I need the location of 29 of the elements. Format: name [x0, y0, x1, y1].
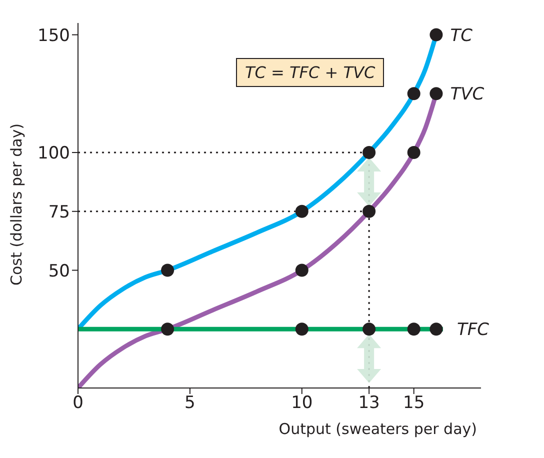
x-tick-label: 0 [72, 393, 84, 414]
point [407, 146, 420, 160]
point [430, 28, 443, 42]
y-axis-title: Cost (dollars per day) [7, 123, 26, 286]
x-tick-label: 15 [403, 393, 425, 414]
x-tick-label: 10 [291, 393, 313, 414]
annotation: TC = TFC + TVC [236, 58, 384, 87]
point [295, 204, 308, 218]
point [161, 264, 174, 277]
x-tick-label: 13 [358, 393, 380, 414]
point [362, 204, 376, 218]
point [407, 87, 420, 100]
point [295, 322, 308, 336]
y-tick-label: 50 [48, 261, 70, 282]
x-tick-label: 5 [184, 393, 196, 414]
point [430, 87, 443, 100]
y-tick-label: 150 [38, 26, 70, 46]
point [407, 322, 420, 336]
series-label: TFC [456, 320, 490, 340]
point [430, 322, 443, 336]
point [362, 322, 376, 336]
point [161, 322, 174, 336]
x-axis-title: Output (sweaters per day) [278, 420, 477, 438]
point [362, 146, 376, 160]
y-tick-label: 100 [38, 144, 70, 164]
y-tick-label: 75 [48, 202, 70, 222]
point [295, 264, 308, 277]
series-label: TVC [450, 84, 484, 105]
series-label: TC [450, 26, 473, 46]
